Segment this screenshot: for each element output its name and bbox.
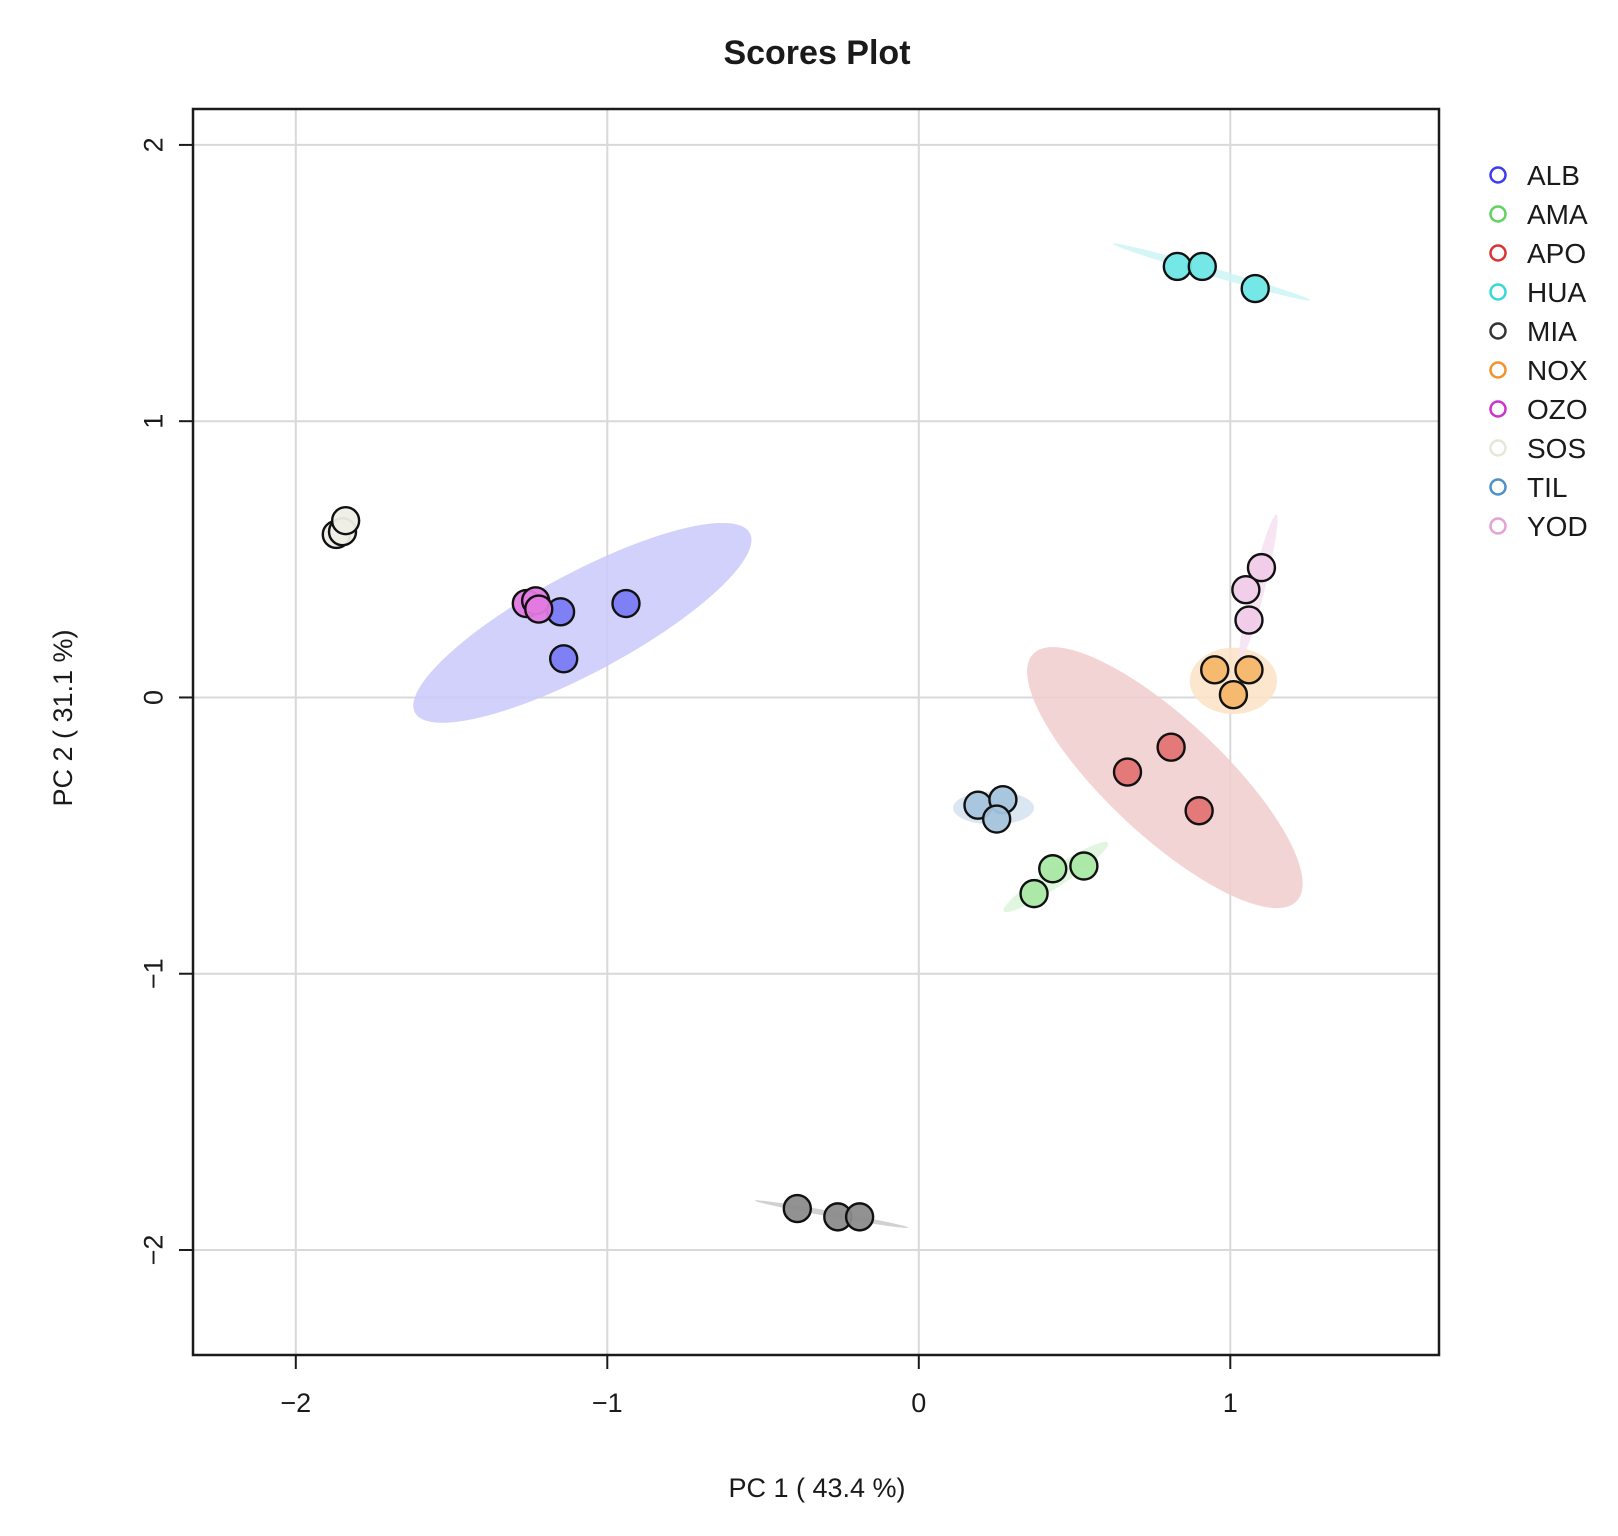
legend-item-apo: APO bbox=[1489, 238, 1586, 269]
legend-item-yod: YOD bbox=[1489, 511, 1588, 542]
legend-marker bbox=[1489, 400, 1507, 418]
legend-marker bbox=[1489, 478, 1507, 496]
chart-title: Scores Plot bbox=[723, 34, 910, 72]
legend-label: NOX bbox=[1527, 355, 1588, 386]
point-til bbox=[981, 804, 1012, 834]
legend-marker bbox=[1489, 166, 1507, 184]
point-apo bbox=[1184, 796, 1214, 826]
ellipse-alb bbox=[413, 522, 752, 723]
legend-marker bbox=[1489, 439, 1507, 457]
point-mia bbox=[782, 1193, 813, 1224]
legend-marker bbox=[1489, 517, 1507, 535]
point-apo bbox=[1156, 732, 1186, 762]
x-tick-label: −1 bbox=[592, 1388, 623, 1418]
point-apo bbox=[1112, 757, 1143, 787]
axis-ticks: −2 −1 0 1 −2 −1 0 1 2 bbox=[138, 137, 1237, 1418]
y-tick-label: −1 bbox=[138, 958, 168, 989]
point-hua bbox=[1240, 273, 1270, 304]
confidence-ellipses bbox=[335, 243, 1311, 1228]
legend-item-alb: ALB bbox=[1489, 160, 1580, 191]
legend-label: ALB bbox=[1527, 160, 1580, 191]
legend-item-til: TIL bbox=[1489, 472, 1567, 503]
legend-item-nox: NOX bbox=[1489, 355, 1588, 386]
point-nox bbox=[1218, 680, 1249, 710]
legend-marker bbox=[1489, 205, 1507, 223]
point-hua bbox=[1187, 251, 1217, 282]
x-tick-label: −2 bbox=[280, 1388, 311, 1418]
y-tick-label: −2 bbox=[138, 1235, 168, 1266]
legend-label: HUA bbox=[1527, 277, 1586, 308]
legend-label: APO bbox=[1527, 238, 1586, 269]
legend-marker bbox=[1489, 283, 1507, 301]
point-alb bbox=[548, 644, 579, 674]
point-yod bbox=[1231, 575, 1261, 605]
point-ozo bbox=[524, 594, 554, 624]
legend-item-ozo: OZO bbox=[1489, 394, 1588, 425]
point-sos bbox=[330, 505, 361, 536]
score-points bbox=[321, 251, 1277, 1232]
point-alb bbox=[611, 588, 641, 619]
legend-item-hua: HUA bbox=[1489, 277, 1586, 308]
y-tick-label: 0 bbox=[138, 690, 168, 705]
legend-label: YOD bbox=[1527, 511, 1588, 542]
x-tick-label: 1 bbox=[1223, 1388, 1238, 1418]
point-nox bbox=[1200, 655, 1230, 685]
point-nox bbox=[1234, 655, 1264, 685]
legend-item-sos: SOS bbox=[1489, 433, 1586, 464]
point-ama bbox=[1019, 878, 1049, 909]
legend-label: MIA bbox=[1527, 316, 1577, 347]
y-axis-label: PC 2 ( 31.1 %) bbox=[48, 629, 78, 806]
point-yod bbox=[1234, 605, 1264, 635]
legend: ALB AMA APO HUA MIA NOX OZO SOS TIL YOD bbox=[1489, 160, 1588, 542]
legend-marker bbox=[1489, 322, 1507, 340]
legend-label: OZO bbox=[1527, 394, 1588, 425]
point-mia bbox=[844, 1202, 875, 1232]
y-tick-label: 2 bbox=[138, 137, 168, 152]
legend-item-ama: AMA bbox=[1489, 199, 1588, 230]
legend-label: TIL bbox=[1527, 472, 1567, 503]
legend-label: AMA bbox=[1527, 199, 1588, 230]
y-tick-label: 1 bbox=[138, 414, 168, 429]
grid-lines bbox=[193, 109, 1439, 1355]
x-axis-label: PC 1 ( 43.4 %) bbox=[728, 1473, 905, 1503]
legend-marker bbox=[1489, 244, 1507, 262]
point-yod bbox=[1246, 552, 1277, 583]
point-hua bbox=[1162, 251, 1193, 282]
point-ama bbox=[1069, 851, 1099, 881]
legend-item-mia: MIA bbox=[1489, 316, 1577, 347]
ellipse-apo bbox=[1027, 647, 1303, 909]
legend-label: SOS bbox=[1527, 433, 1586, 464]
x-tick-label: 0 bbox=[911, 1388, 926, 1418]
legend-marker bbox=[1489, 361, 1507, 379]
point-ama bbox=[1038, 854, 1068, 884]
plot-frame bbox=[191, 107, 1441, 1357]
